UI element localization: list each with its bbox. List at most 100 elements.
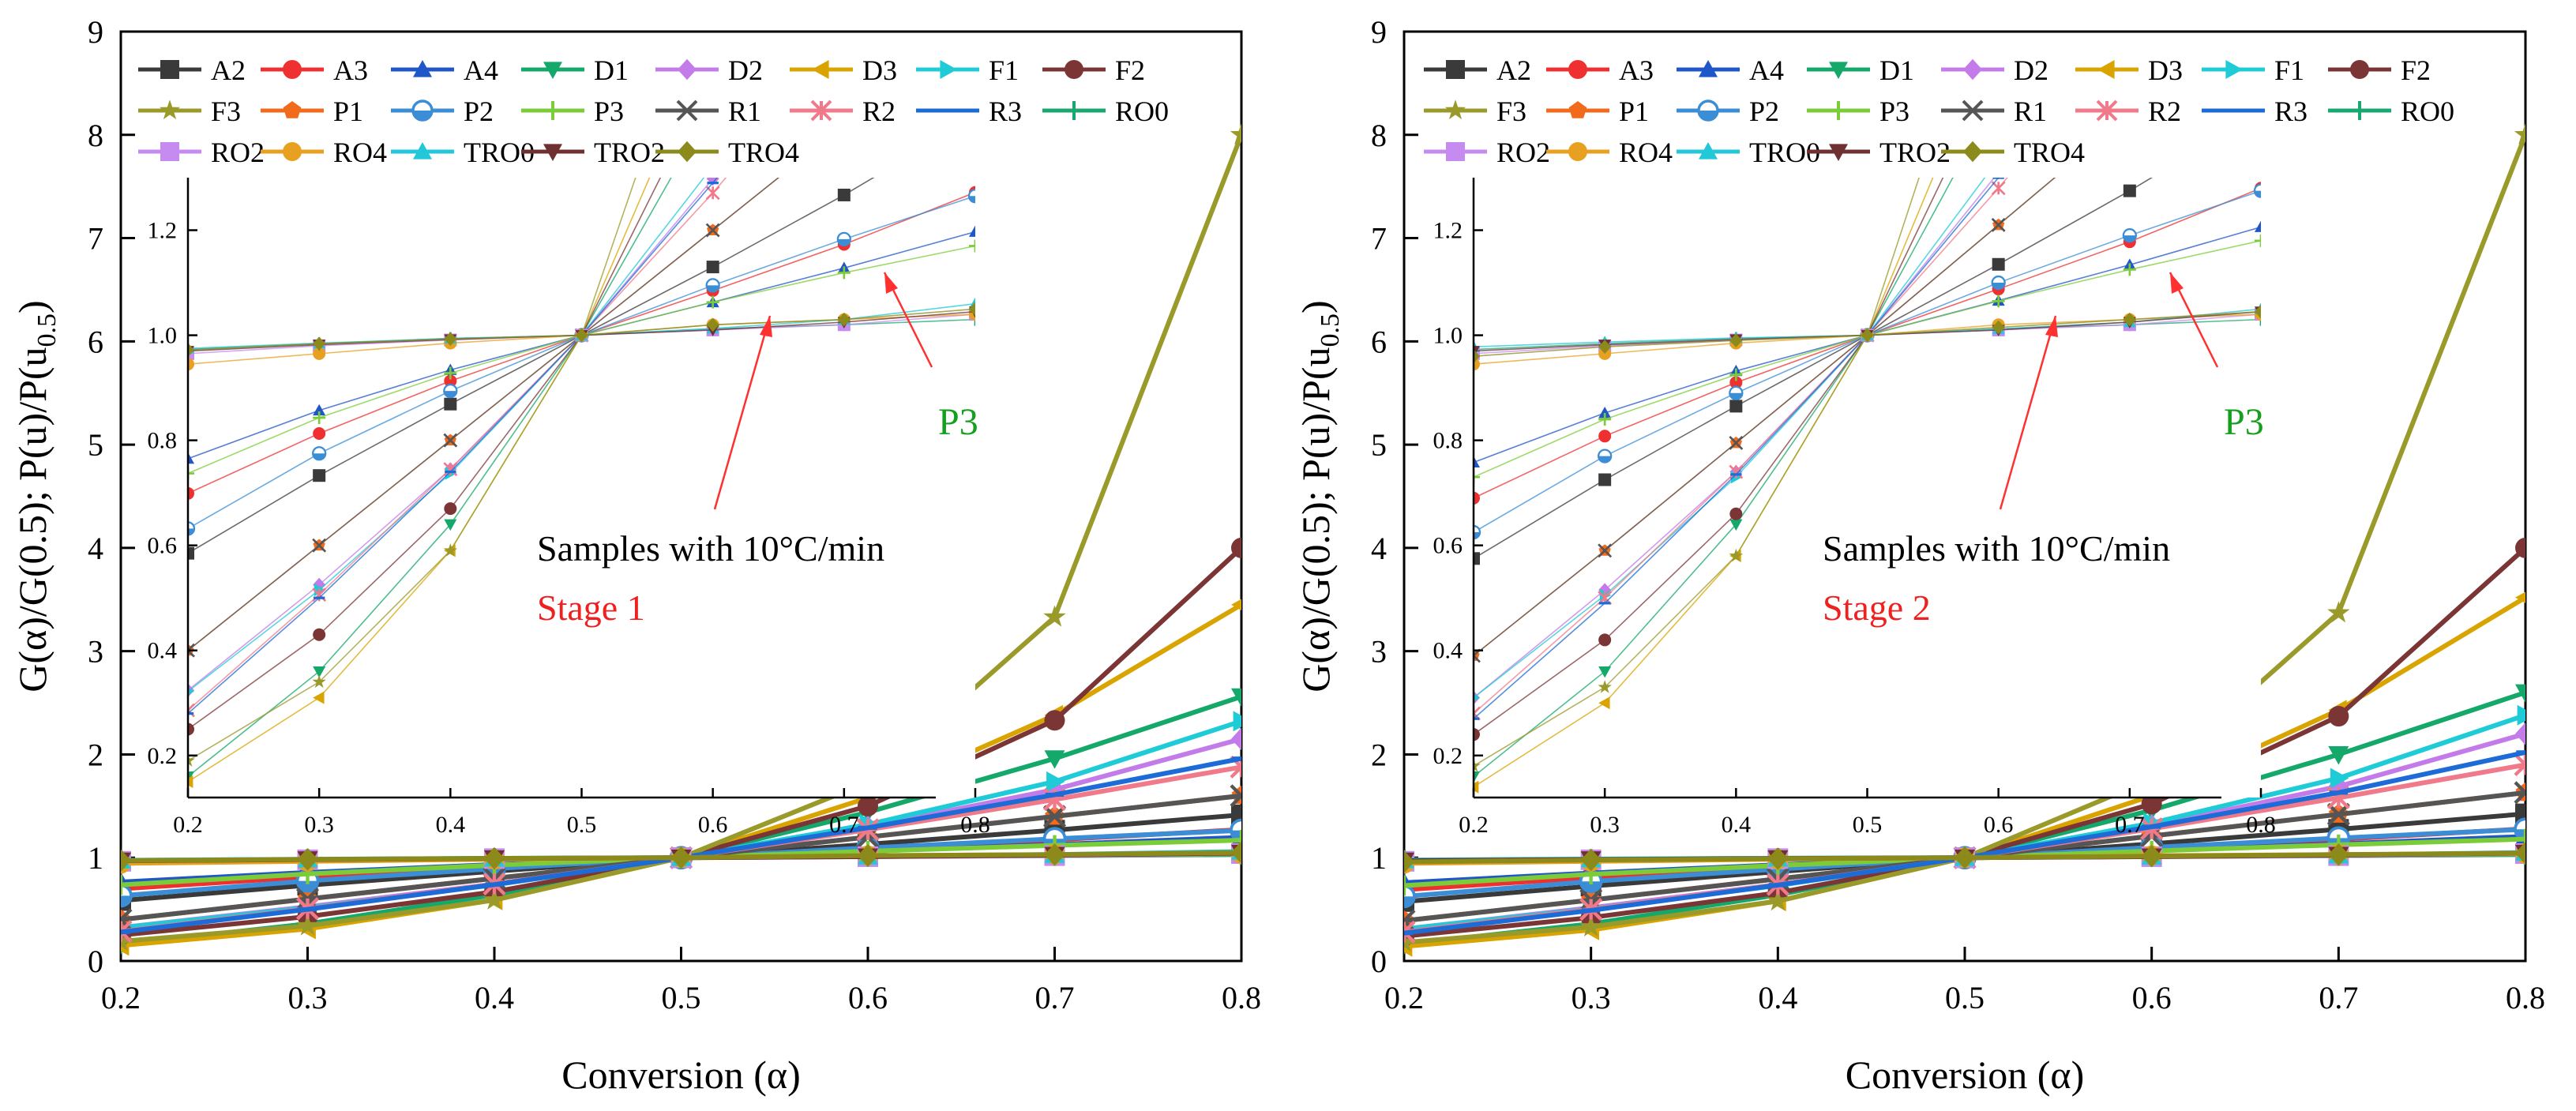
data-point	[2514, 781, 2525, 805]
inset-x-tick-label: 0.6	[698, 812, 728, 838]
inset-data-point	[1598, 666, 1612, 678]
inset-x-tick-label: 0.2	[173, 812, 203, 838]
inset-data-point	[1474, 552, 1480, 565]
inset-x-tick-label: 0.3	[1590, 812, 1620, 838]
inset-data-point	[1861, 328, 1874, 343]
inset-data-point	[1474, 456, 1480, 467]
legend-marker	[1446, 142, 1465, 161]
inset-data-point	[1991, 217, 2006, 232]
x-tick-label: 0.2	[1384, 980, 1424, 1015]
inset-data-point	[312, 446, 327, 461]
x-tick-label: 0.7	[2319, 980, 2358, 1015]
data-point	[2326, 802, 2350, 826]
legend-marker	[411, 99, 434, 122]
data-point	[2328, 746, 2349, 765]
inset-data-point	[313, 691, 325, 704]
inset-y-tick-label: 1.0	[1433, 323, 1463, 349]
inset-data-point	[188, 521, 196, 536]
inset-data-point	[313, 403, 326, 416]
legend-label: D1	[1879, 54, 1914, 86]
y-tick-label: 7	[1371, 221, 1387, 257]
data-point	[1404, 875, 1414, 896]
data-point	[1043, 605, 1066, 627]
legend-label: R3	[989, 96, 1022, 127]
data-point	[1231, 829, 1241, 850]
legend-item-tro4: TRO4	[655, 137, 799, 168]
inset-y-tick-label: 1.2	[1433, 218, 1463, 244]
legend-marker	[413, 142, 432, 160]
inset-data-point	[443, 383, 458, 399]
inset-data-point	[969, 13, 982, 26]
inset-y-tick-label: 0.2	[148, 743, 178, 769]
legend-label: R3	[2274, 96, 2308, 127]
legend-marker	[678, 58, 697, 81]
y-tick-label: 1	[88, 840, 103, 876]
legend-marker	[1829, 144, 1848, 161]
legend-item-ro0: RO0	[2328, 96, 2454, 127]
inset-x-tick-label: 0.7	[829, 812, 859, 838]
y-tick-label: 8	[1371, 118, 1387, 153]
legend-item-tro4: TRO4	[1941, 137, 2085, 168]
legend-label: F3	[1496, 96, 1526, 127]
inset-chart: 0.2 0.4 0.6 0.8 1.0 1.2 0.2 0.3 0.4 0.5 0.6 0.7 0.8	[1433, 88, 2276, 838]
legend-label: RO0	[1115, 96, 1169, 127]
data-point	[296, 914, 319, 936]
inset-data-point	[1598, 449, 1613, 464]
data-point	[121, 920, 133, 944]
x-tick-label: 0.5	[662, 980, 701, 1015]
inset-x-tick-label: 0.7	[2115, 812, 2145, 838]
legend-label: D1	[594, 54, 629, 86]
inset-x-tick-label: 0.3	[304, 812, 334, 838]
legend-item-p3: P3	[521, 96, 624, 127]
inset-data-point	[188, 775, 193, 789]
legend-item-p2: P2	[1677, 96, 1779, 127]
inset-data-point	[706, 261, 719, 274]
legend-label: D3	[2148, 54, 2183, 86]
legend-label: A4	[464, 54, 498, 86]
legend-label: TRO2	[594, 137, 665, 168]
data-point	[1046, 771, 1065, 792]
x-tick-label: 0.7	[1035, 980, 1075, 1015]
x-axis-label: Conversion (α)	[561, 1053, 801, 1097]
data-point	[1404, 850, 1414, 873]
inset-x-tick-label: 0.4	[1722, 812, 1752, 838]
annotation-arrowhead-2	[2170, 272, 2184, 294]
data-point	[1044, 843, 1065, 866]
inset-data-point	[837, 266, 851, 280]
legend-marker	[676, 99, 698, 122]
legend-item-p1: P1	[1546, 96, 1649, 127]
inset-data-point	[1474, 758, 1481, 772]
inset-data-point	[1598, 633, 1612, 647]
y-axis-label: G(α)/G(0.5); P(u)/P(u0.5)	[1294, 300, 1345, 692]
legend-item-tro2: TRO2	[1807, 137, 1951, 168]
legend-item-d1: D1	[521, 54, 629, 86]
legend-label: D2	[728, 54, 763, 86]
legend-marker	[940, 60, 957, 79]
data-point	[1580, 848, 1602, 872]
inset-data-point	[313, 426, 326, 440]
data-point	[858, 844, 878, 867]
inset-data-point	[313, 628, 326, 641]
data-point	[670, 846, 692, 869]
legend-marker	[1699, 60, 1718, 77]
inset-series-tro4	[188, 302, 975, 358]
inset-data-point	[1992, 257, 2005, 271]
legend-label: R2	[2148, 96, 2181, 127]
legend-label: TRO4	[728, 137, 799, 168]
data-point	[1042, 805, 1067, 828]
inset-series	[188, 13, 982, 789]
inset-data-point	[1992, 88, 2005, 99]
y-tick-label: 2	[1371, 737, 1387, 772]
inset-data-point	[969, 302, 975, 317]
inset-data-point	[443, 543, 458, 557]
inset-data-point	[1598, 680, 1612, 693]
legend-marker	[1829, 101, 1848, 120]
y-axis-label-sub: 0.5	[32, 313, 62, 347]
legend-label: P3	[1879, 96, 1909, 127]
inset-data-point	[706, 295, 719, 309]
inset-y-tick-label: 0.8	[1433, 428, 1463, 454]
legend-item-d3: D3	[790, 54, 897, 86]
inset-data-point	[188, 723, 194, 736]
y-axis-label-end: )	[10, 300, 54, 313]
